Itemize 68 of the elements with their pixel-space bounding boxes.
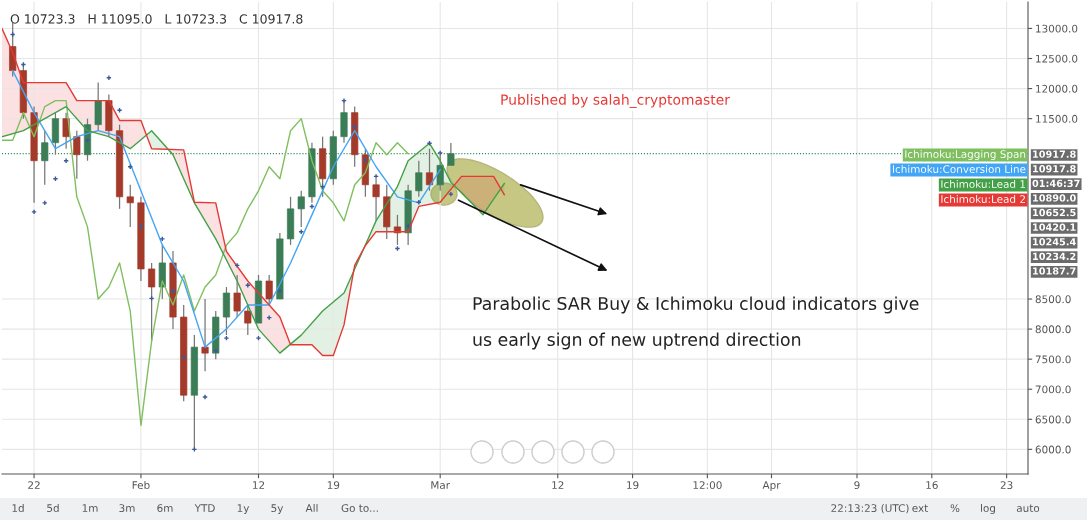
y-tick-label: 6500.0 — [1035, 415, 1071, 424]
text: Ichimoku:Lead 2 — [941, 194, 1025, 204]
y-tick-label: 8500.0 — [1035, 295, 1071, 304]
candlestick — [425, 148, 434, 192]
text: 22:13:23 (UTC) — [831, 503, 909, 514]
text: auto — [1016, 504, 1040, 513]
text: Ichimoku:Lead 1 — [941, 179, 1026, 189]
y-tick-label: 13000.0 — [1036, 24, 1078, 33]
x-tick-label: 9 — [854, 481, 860, 490]
text: 10652.5 — [1033, 208, 1076, 217]
text: 1m — [82, 504, 98, 512]
candlestick — [393, 214, 401, 246]
text: 10917.8 — [1033, 165, 1076, 173]
candlestick — [233, 274, 241, 318]
text: Ichimoku:Lagging Span — [905, 149, 1026, 161]
candlestick — [62, 112, 70, 150]
annotation: Parabolic SAR Buy & Ichimoku cloud indicators give — [473, 296, 919, 314]
text: All — [305, 503, 318, 512]
text: 1y — [237, 504, 250, 515]
text: 10234.2 — [1033, 252, 1076, 261]
x-tick-label: 12 — [253, 481, 265, 489]
text: 10917.8 — [1033, 150, 1076, 158]
text: YTD — [194, 504, 215, 512]
annotation: O 10723.3 H 11095.0 L 10723.3 C 10917.8 — [10, 14, 303, 24]
x-tick-label: 23 — [1000, 481, 1013, 490]
x-tick-label: 12 — [552, 481, 564, 489]
x-tick-label: 12:00 — [693, 481, 722, 490]
y-tick-label: 7500.0 — [1035, 355, 1071, 364]
text: 10245.4 — [1033, 238, 1076, 246]
text: % — [950, 504, 960, 513]
text: 01:46:37 — [1032, 179, 1080, 188]
text: 10187.7 — [1033, 267, 1076, 275]
x-tick-label: 22 — [28, 481, 40, 489]
x-tick-label: 16 — [926, 481, 938, 490]
y-tick-label: 12000.0 — [1036, 84, 1078, 93]
text: 6m — [157, 504, 173, 513]
candlestick — [447, 142, 455, 166]
x-tick-label: Feb — [132, 480, 150, 490]
text: 1d — [12, 503, 24, 513]
y-tick-label: 12500.0 — [1036, 54, 1078, 63]
x-tick-label: 19 — [627, 481, 639, 490]
text: 10420.1 — [1033, 223, 1076, 231]
text: Ichimoku:Conversion Line — [892, 164, 1026, 174]
x-tick-label: Mar — [431, 481, 451, 490]
text: 10890.0 — [1033, 194, 1076, 202]
y-tick-label: 7000.0 — [1035, 385, 1071, 394]
candlestick — [244, 304, 252, 336]
candlestick — [201, 298, 209, 372]
candlestick — [126, 184, 134, 228]
text: 3m — [119, 504, 135, 513]
candlestick — [73, 130, 81, 180]
text: 5d — [47, 503, 59, 513]
text: 5y — [271, 504, 284, 515]
candlestick — [41, 130, 49, 186]
line-series — [2, 99, 409, 426]
y-tick-label: 8000.0 — [1035, 325, 1071, 334]
annotation: Published by salah_cryptomaster — [501, 94, 730, 108]
y-tick-label: 6000.0 — [1035, 445, 1071, 454]
candlestick — [265, 274, 273, 306]
annotation: us early sign of new uptrend direction — [473, 332, 801, 350]
text: ext — [912, 504, 928, 513]
candlestick — [297, 190, 305, 228]
x-tick-label: Apr — [762, 481, 781, 492]
x-tick-label: 19 — [327, 481, 340, 490]
text: Go to... — [341, 504, 378, 513]
candlestick — [415, 160, 423, 198]
y-tick-label: 11500.0 — [1036, 114, 1078, 123]
text: log — [981, 503, 995, 515]
